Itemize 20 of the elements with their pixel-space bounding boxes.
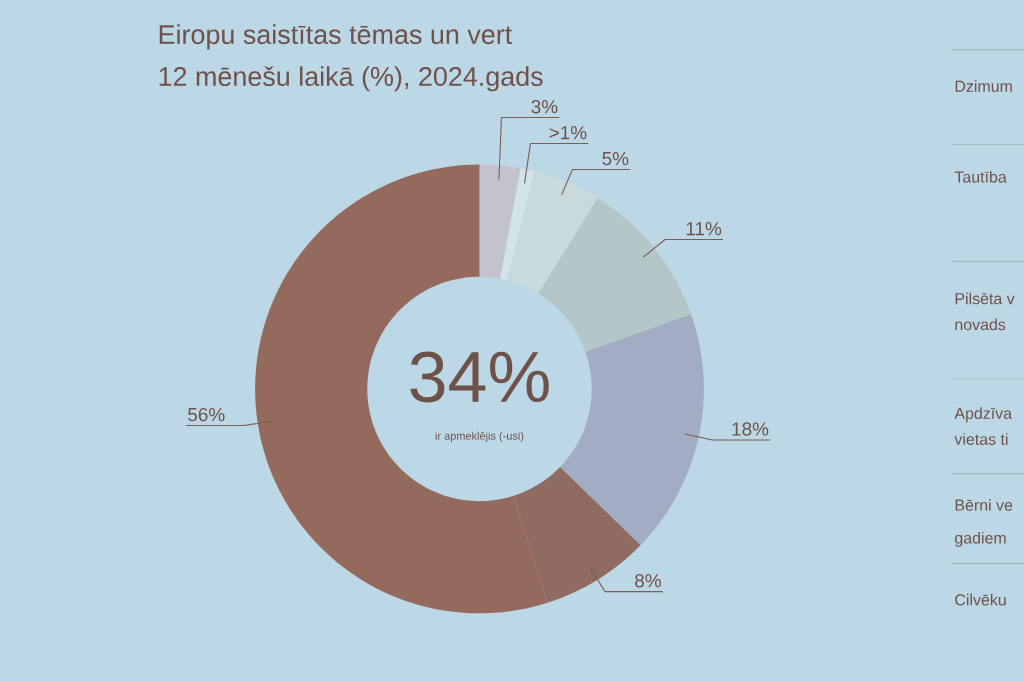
data-label: >1%	[549, 126, 587, 140]
text: Pilsēta v	[955, 292, 1015, 305]
text: Tautība	[954, 170, 1007, 183]
text: gadiem	[955, 531, 1006, 547]
chart-subtitle: 12 mēnešu laikā (%), 2024.gads	[159, 66, 543, 92]
text: Cilvēku	[955, 593, 1006, 606]
data-label: 3%	[531, 99, 558, 114]
text: Apdzīva	[954, 407, 1013, 423]
data-label: 56%	[188, 407, 225, 422]
text: Dzimum	[955, 80, 1012, 92]
text: Bērni ve	[955, 498, 1013, 511]
data-label: 8%	[635, 573, 661, 588]
data-label: 5%	[602, 151, 629, 166]
text: novads	[955, 318, 1006, 331]
text: 34%	[410, 351, 549, 403]
chart-title: Eiropu saistītas tēmas un vert	[159, 24, 513, 50]
text: vietas ti	[954, 433, 1008, 445]
data-label: 11%	[686, 222, 722, 236]
text: ir apmeklējis (-usi)	[435, 431, 524, 442]
data-label: 18%	[732, 422, 769, 436]
